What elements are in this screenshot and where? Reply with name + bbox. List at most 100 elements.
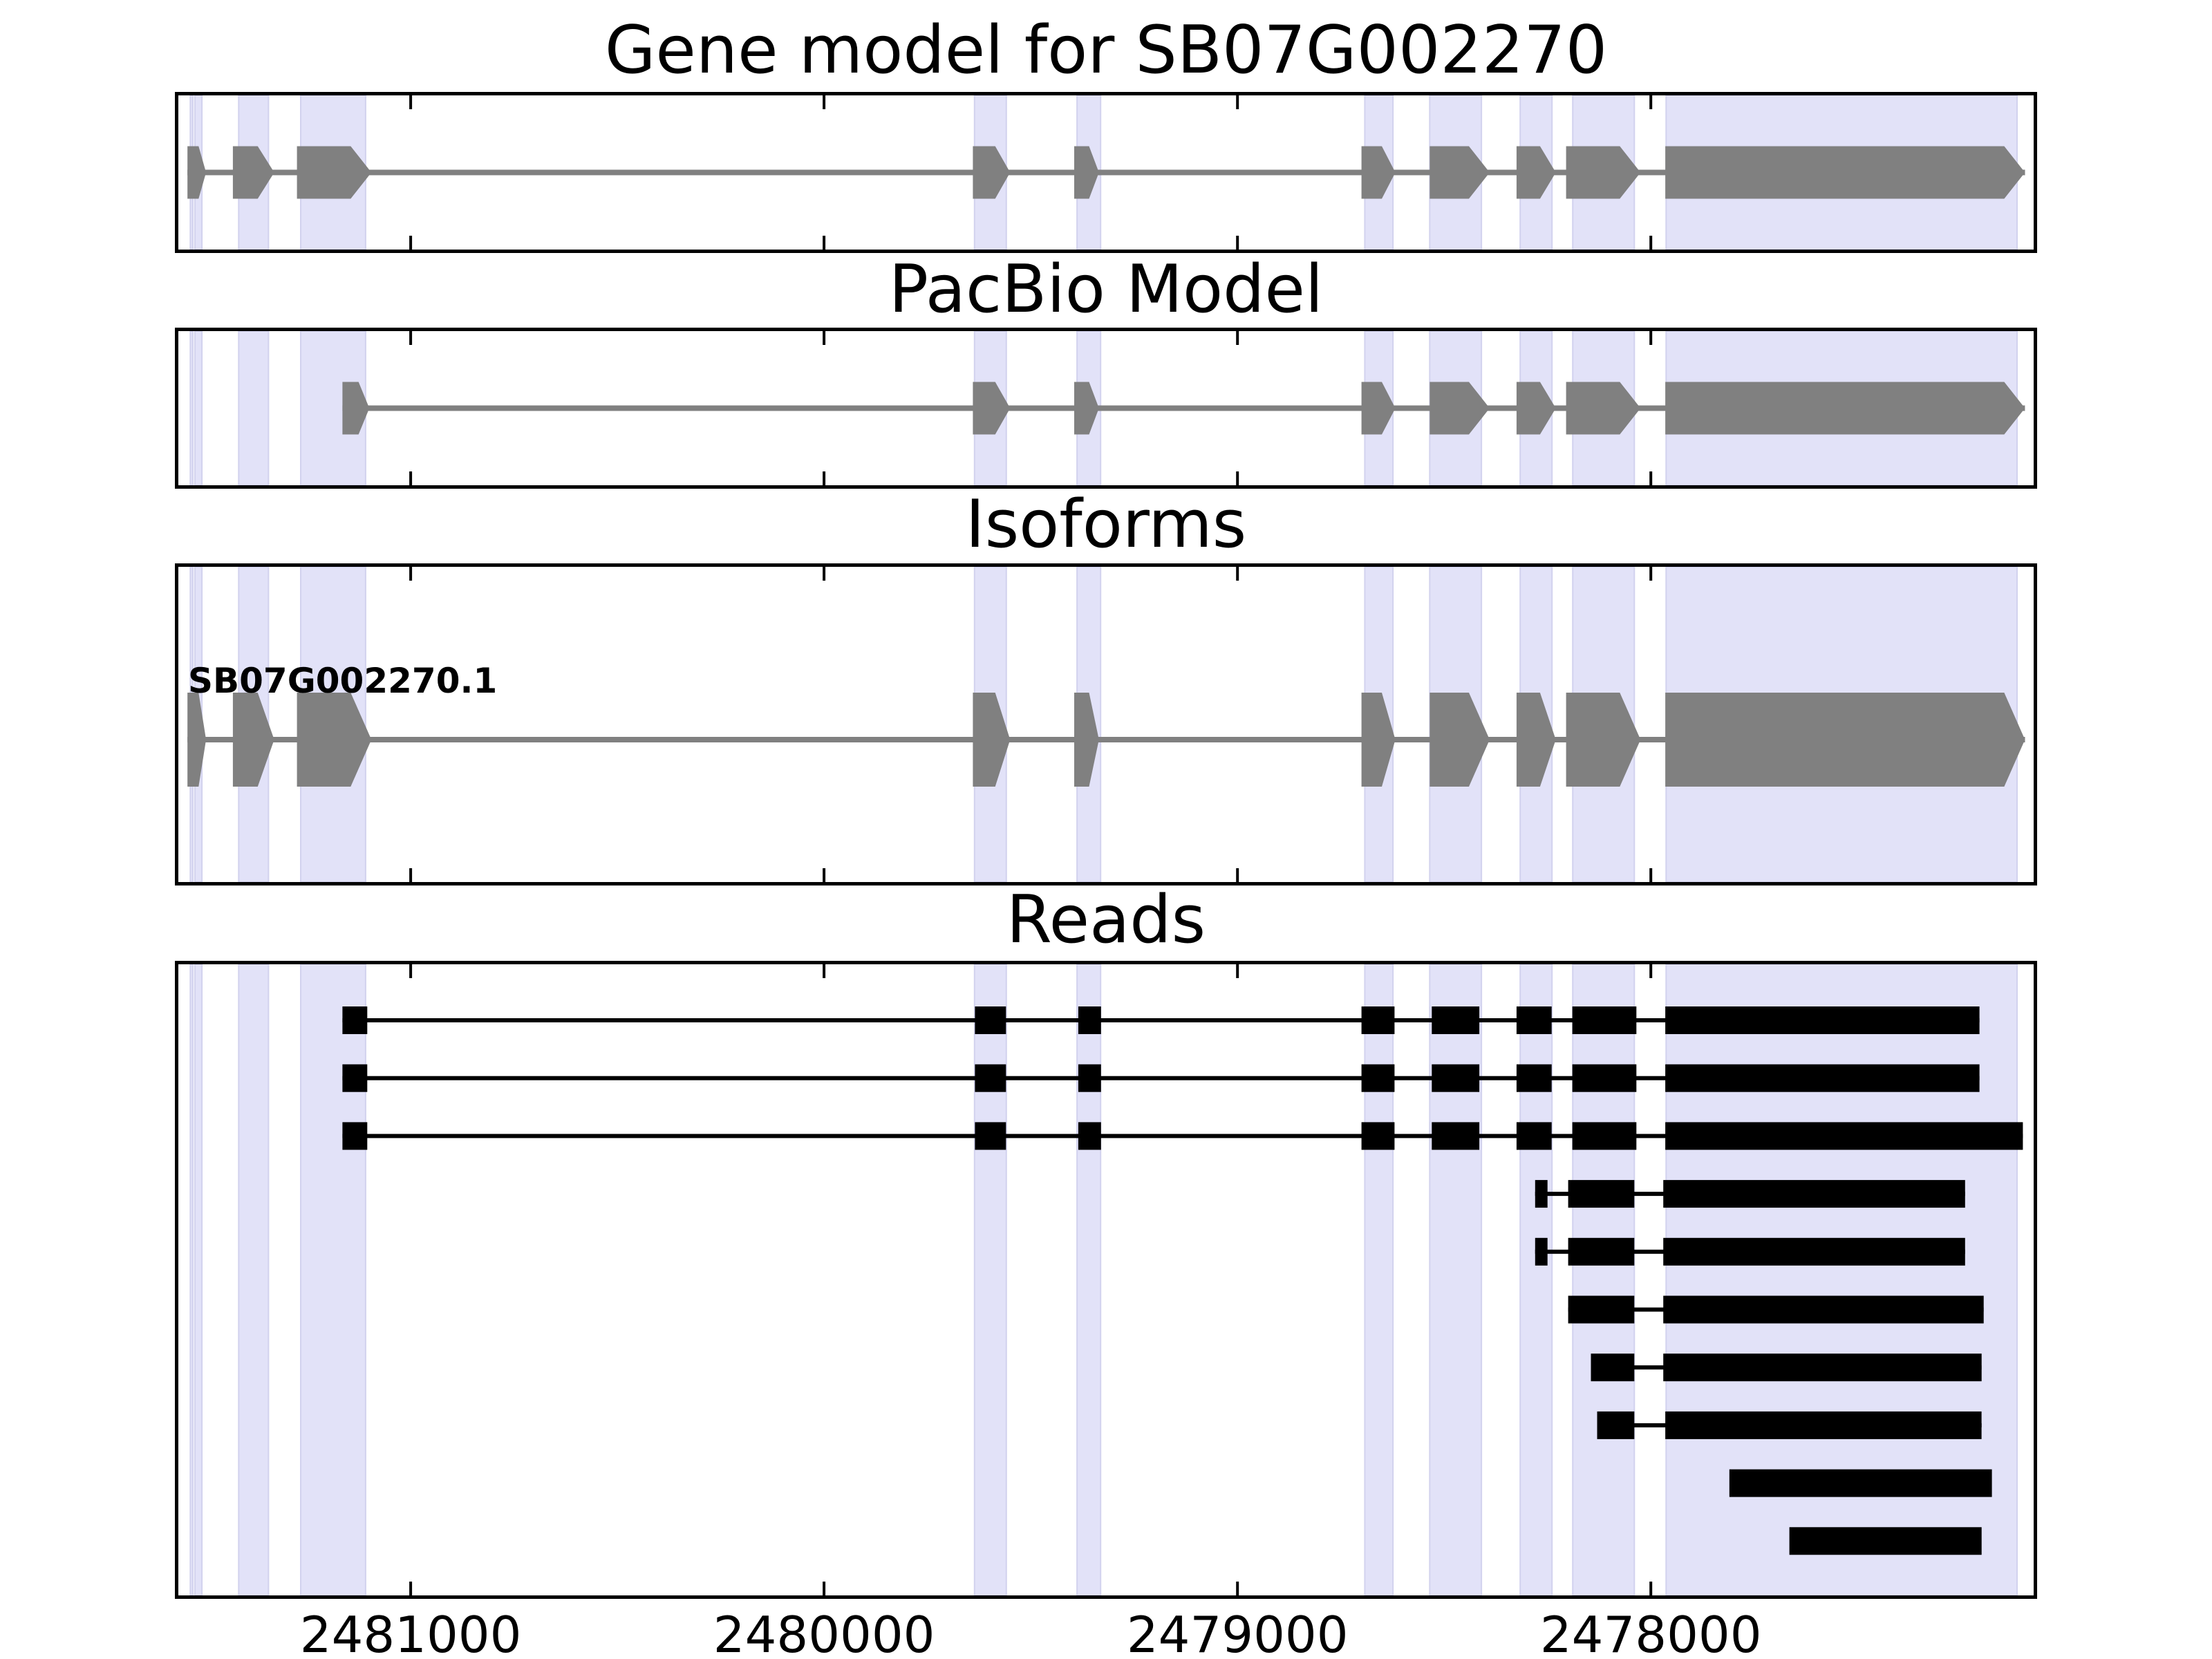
read-exon [1078,1006,1101,1034]
read-exon [342,1006,368,1034]
highlight-band [194,964,203,1595]
x-tick-label: 2479000 [1126,1606,1349,1659]
exon-arrow [1516,382,1556,435]
read-exon [1516,1064,1552,1092]
axis-tick [1236,471,1239,485]
axis-tick [1649,868,1653,882]
read-exon [1665,1122,2023,1150]
axis-tick [823,236,826,250]
x-tick-label: 2480000 [713,1606,935,1659]
highlight-band [1519,964,1553,1595]
axis-tick [409,1582,413,1595]
exon-arrow [973,382,1011,435]
axis-tick [1649,471,1653,485]
highlight-band [238,964,270,1595]
exon-arrow [1074,146,1099,199]
exon-arrow [973,146,1011,199]
track-canvas [187,95,2025,250]
axis-tick [1236,331,1239,345]
read-exon [1591,1353,1635,1382]
read-exon [1789,1527,1982,1555]
axis-tick [1649,95,1653,109]
axis-tick [1236,95,1239,109]
exon-arrow [1430,693,1490,787]
exon-arrow [1665,146,2025,199]
axis-tick [409,868,413,882]
title-reads: Reads [1006,882,1206,958]
read-exon [975,1122,1006,1150]
x-tick-label: 2481000 [299,1606,522,1659]
read-exon [342,1122,368,1150]
axis-tick [823,1582,826,1595]
axis-tick [1236,567,1239,581]
read-exon [1516,1122,1552,1150]
exon-arrow [1430,146,1490,199]
axis-tick [823,331,826,345]
read-exon [1572,1064,1637,1092]
exon-arrow [1074,693,1099,787]
exon-arrow [1074,382,1099,435]
track-canvas [189,331,2025,485]
exon-arrow [1665,382,2025,435]
exon-arrow [297,693,372,787]
axis-tick [1236,236,1239,250]
exon-arrow [187,693,207,787]
axis-tick [1649,567,1653,581]
highlight-band [973,964,1007,1595]
read-exon [1432,1064,1480,1092]
read-exon [1663,1295,1984,1324]
axis-tick [409,95,413,109]
reads-track-panel [175,961,2037,1599]
read-exon [1516,1006,1552,1034]
exon-arrow [232,146,274,199]
read-exon [1663,1237,1965,1266]
axis-tick [1649,1582,1653,1595]
read-exon [1665,1006,1980,1034]
read-exon [1572,1122,1637,1150]
read-exon [1078,1122,1101,1150]
intron-line [187,169,2025,176]
read-exon [1568,1180,1635,1208]
axis-tick [823,868,826,882]
read-connector [342,1134,2023,1138]
axis-tick [823,964,826,978]
axis-tick [1236,868,1239,882]
axis-tick [1236,1582,1239,1595]
exon-arrow [187,146,207,199]
highlight-band [1364,964,1394,1595]
exon-arrow [1665,693,2025,787]
read-exon [1535,1180,1548,1208]
axis-tick [409,567,413,581]
read-exon [1568,1295,1635,1324]
exon-arrow [342,382,370,435]
title-gene-model: Gene model for SB07G002270 [604,12,1608,88]
highlight-band [300,964,366,1595]
exon-arrow [1516,146,1556,199]
axis-tick [1236,964,1239,978]
read-exon [975,1064,1006,1092]
read-exon [1572,1006,1637,1034]
intron-line [187,737,2025,742]
highlight-band [189,331,194,485]
read-exon [1361,1006,1395,1034]
axis-tick [823,95,826,109]
read-exon [1432,1006,1480,1034]
read-exon [1535,1237,1548,1266]
exon-arrow [1361,146,1396,199]
read-exon [1432,1122,1480,1150]
track-canvas [189,964,2023,1595]
axis-tick [409,331,413,345]
exon-arrow [1361,382,1396,435]
axis-tick [409,236,413,250]
highlight-band [1665,964,2018,1595]
highlight-band [238,331,270,485]
exon-arrow [232,693,274,787]
exon-arrow [973,693,1011,787]
highlight-band [1429,964,1483,1595]
axis-tick [1649,236,1653,250]
title-isoforms: Isoforms [965,487,1247,563]
track-canvas [187,567,2025,882]
axis-tick [409,964,413,978]
axis-tick [1649,331,1653,345]
